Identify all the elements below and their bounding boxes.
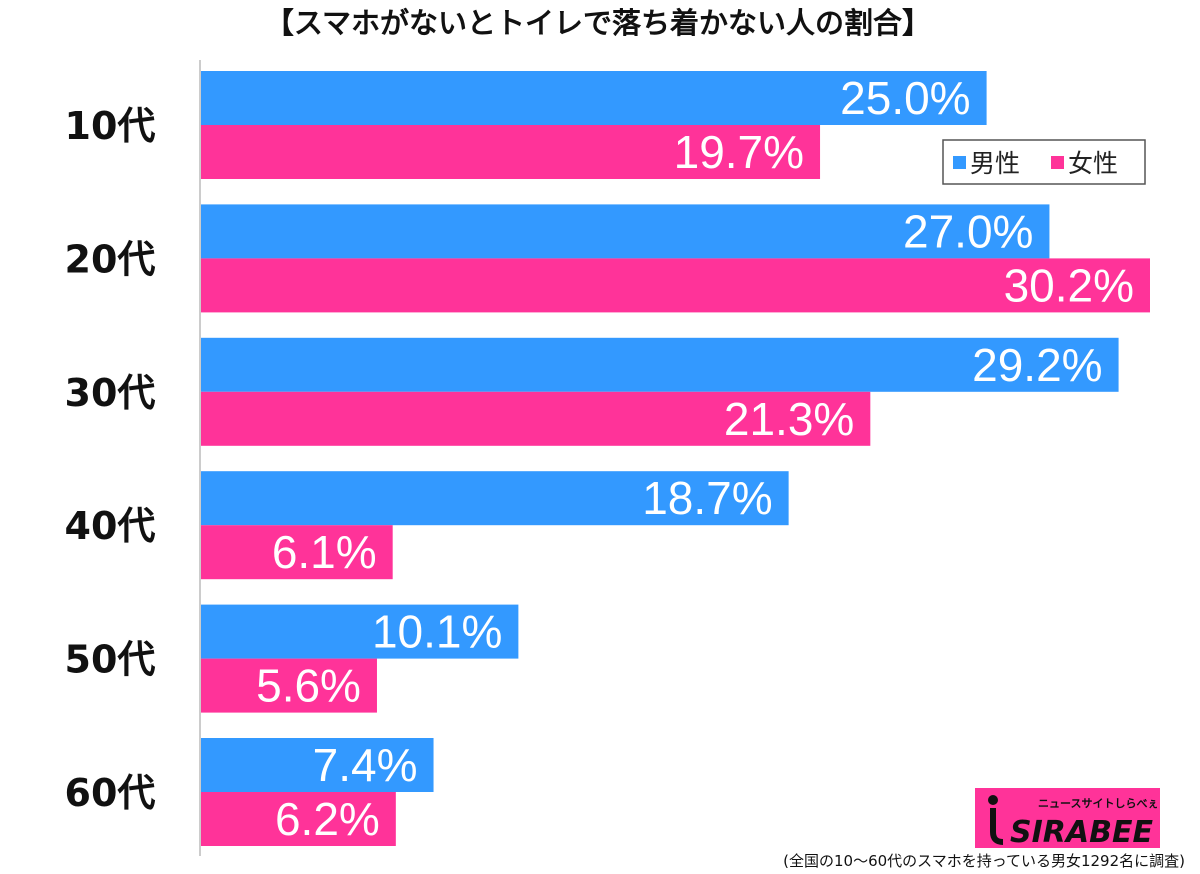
category-label: 60代 [65,771,156,815]
chart-title: 【スマホがないとトイレで落ち着かない人の割合】 [265,6,931,40]
data-label: 6.2% [275,793,380,845]
category-labels: 10代 20代 30代 40代 50代 60代 [65,104,156,815]
data-label: 5.6% [256,660,361,712]
logo-text: SIRABEE [1010,815,1153,850]
logo-tagline: ニュースサイトしらべぇ [1038,797,1158,810]
data-label: 21.3% [724,393,854,445]
data-label: 18.7% [642,472,772,524]
data-label: 27.0% [903,205,1033,257]
logo-mark-icon [988,795,998,805]
legend-box [942,139,1146,185]
data-label: 6.1% [272,526,377,578]
bar-female [201,391,871,446]
sirabee-logo: ニュースサイトしらべぇ SIRABEE [975,788,1160,850]
data-label: 25.0% [840,72,970,124]
legend-label-male: 男性 [970,149,1020,178]
data-label: 30.2% [1004,259,1134,311]
legend-label-female: 女性 [1068,149,1118,178]
data-label: 29.2% [972,339,1102,391]
category-label: 50代 [65,638,156,682]
category-label: 10代 [65,104,156,148]
footnote: (全国の10〜60代のスマホを持っている男女1292名に調査) [783,852,1185,870]
bar-male [201,738,434,792]
bar-male [201,604,519,659]
bar-female [201,525,393,580]
bar-female [201,125,821,179]
logo-mark-stroke-icon [990,808,1004,845]
value-labels: 25.0% 19.7% 27.0%30.2% 29.2% 21.3% 18.7% 6.1% 1… [256,72,1134,845]
data-label: 19.7% [674,126,804,178]
data-label: 10.1% [372,606,502,658]
logo-background [975,788,1160,848]
category-label: 40代 [65,504,156,548]
data-label: 7.4% [313,739,418,791]
legend-swatch-female [1051,156,1064,169]
category-label: 20代 [65,237,156,281]
bar-female [201,658,377,713]
bar-male [201,204,1050,259]
bar-male [201,337,1119,392]
legend: 男性 女性 [942,139,1146,185]
bar-group [201,71,1150,846]
bar-female [201,792,396,846]
bar-male [201,71,987,125]
bar-male [201,471,789,526]
bar-female [201,258,1150,313]
category-label: 30代 [65,371,156,415]
legend-swatch-male [953,156,966,169]
